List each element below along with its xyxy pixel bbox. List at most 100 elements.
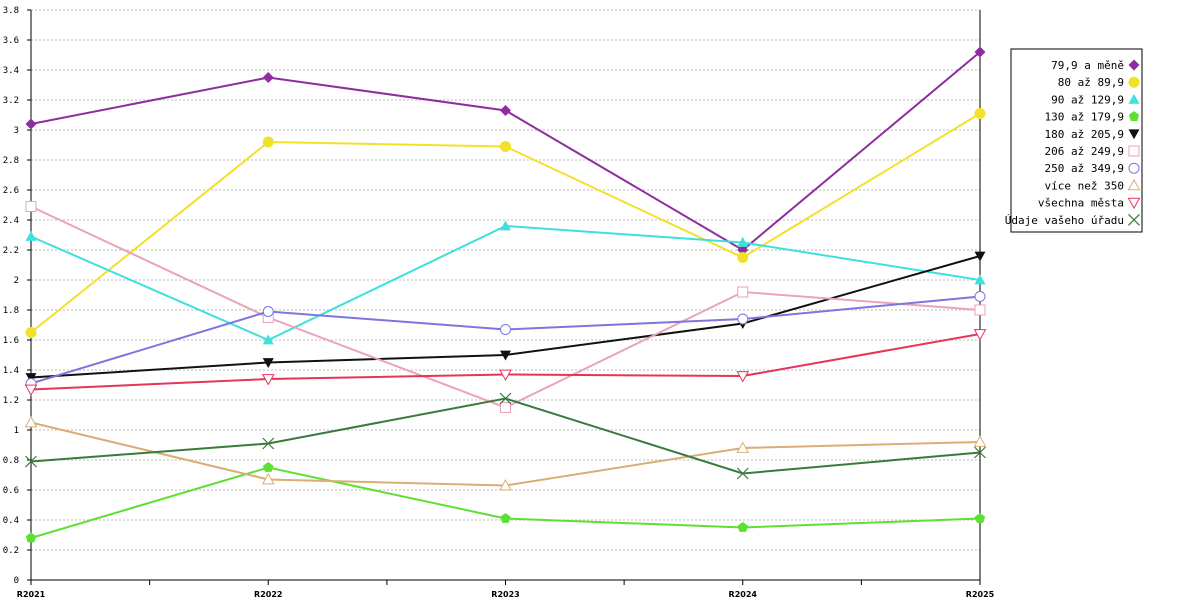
data-point bbox=[737, 286, 749, 298]
data-point bbox=[736, 371, 750, 383]
y-tick-label: 0.6 bbox=[3, 486, 19, 496]
data-point bbox=[974, 274, 986, 285]
data-point bbox=[1128, 129, 1140, 140]
series-8 bbox=[24, 329, 987, 397]
data-point bbox=[25, 327, 37, 338]
data-point bbox=[261, 374, 275, 386]
series-7 bbox=[24, 415, 987, 491]
legend-item: 90 až 129,9 bbox=[1051, 93, 1140, 106]
legend-label: 180 až 205,9 bbox=[1045, 128, 1124, 141]
legend-label: 79,9 a měně bbox=[1051, 59, 1124, 72]
data-point bbox=[24, 384, 38, 397]
series-5 bbox=[25, 201, 986, 413]
data-point bbox=[737, 522, 748, 532]
data-point bbox=[25, 455, 37, 468]
y-tick-label: 0.2 bbox=[3, 546, 19, 556]
data-point bbox=[974, 108, 986, 119]
data-point bbox=[1128, 162, 1140, 174]
y-tick-label: 0.4 bbox=[3, 516, 19, 526]
x-tick-label: R2023 bbox=[491, 590, 519, 599]
legend-label: 250 až 349,9 bbox=[1045, 162, 1124, 175]
y-tick-label: 2.4 bbox=[3, 216, 19, 226]
legend-label: 206 až 249,9 bbox=[1045, 145, 1124, 158]
y-tick-label: 1.6 bbox=[3, 336, 19, 346]
y-tick-label: 2 bbox=[14, 276, 19, 286]
data-point bbox=[500, 350, 511, 361]
data-point bbox=[1128, 93, 1140, 104]
series-line bbox=[30, 466, 981, 539]
y-tick-label: 3.6 bbox=[3, 36, 19, 46]
y-tick-label: 3 bbox=[14, 126, 19, 136]
legend-item: Údaje vašeho úřadu bbox=[1005, 214, 1140, 227]
x-tick-label: R2024 bbox=[729, 590, 758, 599]
data-point bbox=[499, 478, 512, 491]
legend-label: 80 až 89,9 bbox=[1058, 76, 1124, 89]
legend-item: 206 až 249,9 bbox=[1045, 145, 1140, 158]
legend-label: 90 až 129,9 bbox=[1051, 93, 1124, 106]
data-point bbox=[974, 251, 986, 262]
series-line bbox=[30, 224, 981, 342]
legend-label: 130 až 179,9 bbox=[1045, 111, 1124, 124]
y-tick-label: 2.6 bbox=[3, 186, 19, 196]
series-0 bbox=[25, 46, 986, 256]
data-point bbox=[1127, 178, 1141, 191]
series-2 bbox=[25, 220, 986, 345]
data-point bbox=[737, 237, 749, 247]
x-tick-label: R2021 bbox=[17, 590, 46, 599]
data-point bbox=[262, 437, 275, 450]
data-point bbox=[500, 324, 511, 335]
data-point bbox=[25, 118, 37, 130]
legend-item: 79,9 a měně bbox=[1051, 59, 1140, 72]
data-point bbox=[737, 252, 749, 263]
series-line bbox=[30, 333, 981, 391]
data-point bbox=[736, 441, 750, 453]
legend: 79,9 a měně 80 až 89,9 90 až 129,9 130 až 1… bbox=[1005, 48, 1143, 233]
legend-item: 180 až 205,9 bbox=[1045, 128, 1140, 141]
legend-item: 80 až 89,9 bbox=[1058, 76, 1140, 89]
data-point bbox=[263, 462, 274, 472]
series-9 bbox=[25, 392, 986, 480]
legend-box bbox=[1010, 48, 1143, 233]
data-point bbox=[500, 141, 511, 152]
data-point bbox=[973, 329, 987, 341]
data-point bbox=[736, 467, 749, 480]
y-tick-label: 1.8 bbox=[3, 306, 19, 316]
data-point bbox=[737, 313, 749, 325]
y-tick-label: 3.8 bbox=[3, 6, 19, 16]
y-tick-label: 0 bbox=[14, 576, 19, 586]
data-point bbox=[974, 446, 986, 459]
data-point bbox=[974, 304, 986, 316]
data-point bbox=[500, 220, 511, 231]
y-tick-label: 1.4 bbox=[3, 366, 19, 376]
data-point bbox=[500, 105, 511, 116]
series-line bbox=[30, 421, 981, 487]
legend-item: více než 350 bbox=[1045, 178, 1141, 192]
axes-layer: 0 0.2 0.4 0.6 0.8 1 1.2 1.4 1.6 1.8 2 2.2 2.4 2.6 2.8 3… bbox=[3, 6, 995, 599]
data-point bbox=[262, 136, 274, 148]
y-tick-label: 3.2 bbox=[3, 96, 19, 106]
data-point bbox=[1128, 111, 1140, 121]
legend-label: všechna města bbox=[1038, 197, 1124, 210]
data-point bbox=[499, 369, 512, 382]
grid-layer bbox=[31, 9, 980, 551]
data-point bbox=[262, 306, 274, 317]
data-point bbox=[24, 415, 38, 428]
legend-item: všechna města bbox=[1038, 197, 1141, 210]
data-point bbox=[1128, 59, 1140, 71]
legend-label: více než 350 bbox=[1045, 179, 1124, 192]
data-point bbox=[973, 435, 987, 447]
y-tick-label: 1.2 bbox=[3, 396, 19, 406]
series-layer bbox=[24, 46, 987, 543]
data-point bbox=[25, 201, 37, 212]
data-point bbox=[500, 402, 511, 413]
data-point bbox=[261, 472, 275, 485]
data-point bbox=[500, 513, 511, 523]
legend-item: 130 až 179,9 bbox=[1045, 111, 1140, 124]
data-point bbox=[1127, 197, 1141, 210]
data-point bbox=[974, 291, 986, 302]
data-point bbox=[262, 358, 274, 368]
data-point bbox=[1128, 145, 1140, 157]
y-tick-label: 1 bbox=[14, 426, 19, 436]
series-3 bbox=[25, 462, 986, 543]
